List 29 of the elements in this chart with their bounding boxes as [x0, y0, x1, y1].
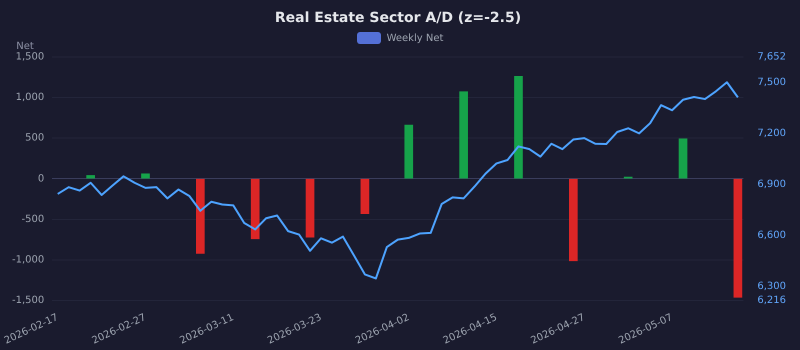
y-tick-label: 1,000 [16, 92, 44, 104]
y-tick-label: -1,500 [12, 295, 44, 306]
bar [141, 173, 150, 179]
bar [459, 91, 468, 179]
bar [569, 178, 578, 262]
y2-tick-label: 6,300 [757, 280, 786, 292]
y2-tick-label: 6,900 [757, 179, 786, 190]
bar [250, 178, 260, 240]
y-tick-label: 0 [38, 173, 44, 184]
text: Weekly Net [386, 32, 444, 44]
y-tick-label: 1,500 [16, 51, 44, 62]
bar [404, 124, 414, 179]
bar [306, 178, 314, 238]
chart-title: Real Estate Sector A/D (z=-2.5) [274, 10, 522, 26]
y2-tick-label: 6,216 [757, 295, 786, 306]
y2-tick-label: 7,500 [757, 77, 786, 88]
bar [86, 175, 95, 179]
y-tick-label: 500 [25, 132, 44, 144]
bar [678, 138, 688, 179]
y-tick-label: -500 [22, 214, 44, 225]
bar [360, 178, 370, 214]
y-axis-title: Net [16, 40, 34, 52]
bar [196, 178, 205, 254]
y2-tick-label: 7,200 [757, 128, 786, 140]
y2-tick-label: 7,652 [757, 51, 786, 62]
y-tick-label: -1,000 [12, 254, 44, 266]
bar [514, 76, 523, 179]
y2-tick-label: 6,600 [757, 230, 786, 241]
bar [734, 178, 742, 298]
